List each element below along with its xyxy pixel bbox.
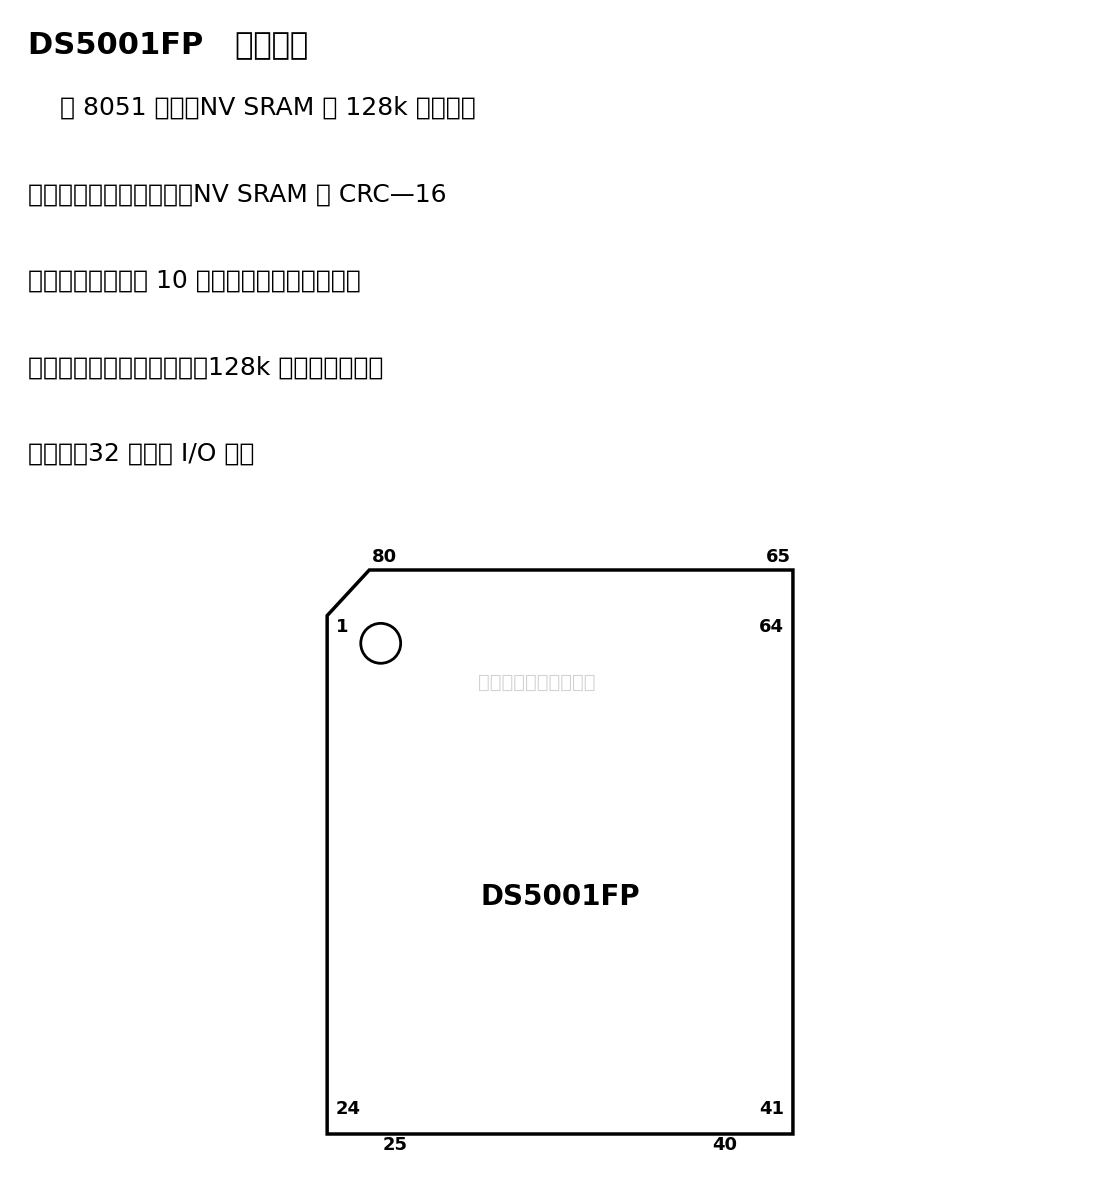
Text: 修改自己的程序和数据；NV SRAM 的 CRC—16: 修改自己的程序和数据；NV SRAM 的 CRC—16 bbox=[28, 182, 446, 206]
Text: 65: 65 bbox=[765, 548, 791, 566]
Text: 24: 24 bbox=[336, 1100, 362, 1118]
Text: 同 8051 兼容；NV SRAM 达 128k 字节，可: 同 8051 兼容；NV SRAM 达 128k 字节，可 bbox=[28, 96, 476, 120]
Text: 1: 1 bbox=[336, 618, 348, 636]
Text: 行接口；32 条并行 I/O 线。: 行接口；32 条并行 I/O 线。 bbox=[28, 442, 254, 466]
Text: 校验；数据保存护 10 年以上；电源故障复位及: 校验；数据保存护 10 年以上；电源故障复位及 bbox=[28, 269, 360, 293]
Text: 杭州将容科技有限公司: 杭州将容科技有限公司 bbox=[478, 673, 596, 692]
Text: 80: 80 bbox=[372, 548, 397, 566]
Polygon shape bbox=[327, 570, 793, 1134]
Text: 25: 25 bbox=[383, 1136, 408, 1154]
Text: DS5001FP: DS5001FP bbox=[480, 883, 640, 911]
Text: DS5001FP   微控制器: DS5001FP 微控制器 bbox=[28, 30, 308, 59]
Text: 64: 64 bbox=[759, 618, 784, 636]
Ellipse shape bbox=[360, 623, 400, 664]
Text: 预警中断；看门狗计时器；128k 字高速缓存；串: 预警中断；看门狗计时器；128k 字高速缓存；串 bbox=[28, 355, 383, 379]
Text: 41: 41 bbox=[759, 1100, 784, 1118]
Text: 40: 40 bbox=[712, 1136, 737, 1154]
